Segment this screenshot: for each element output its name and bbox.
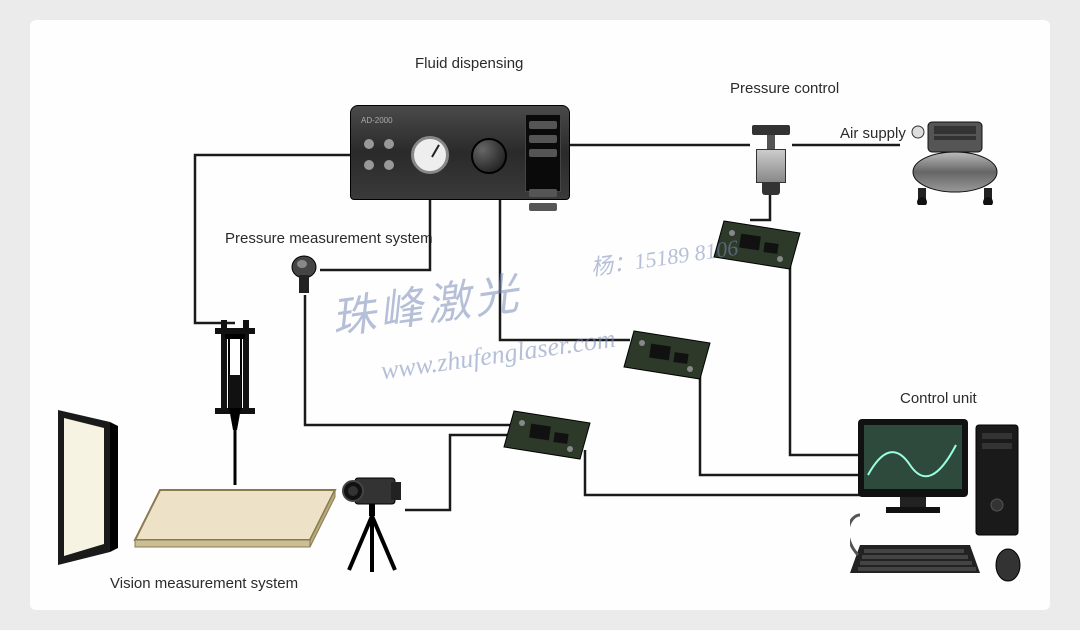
backlight-screen (50, 410, 120, 570)
control-pc (850, 415, 1030, 585)
watermark-brand: 珠峰激光 (326, 257, 525, 347)
label-pressure-measurement: Pressure measurement system (225, 230, 433, 247)
fluid-dispenser: AD-2000 (350, 105, 570, 200)
pcb-board-2 (620, 325, 715, 385)
label-air-supply: Air supply (840, 125, 906, 142)
pressure-sensor (290, 255, 318, 295)
substrate-plate (130, 485, 340, 550)
pressure-control-valve (750, 125, 792, 185)
camera (335, 470, 405, 575)
pcb-board-3 (500, 405, 595, 465)
air-compressor (900, 120, 1010, 205)
diagram-canvas: Fluid dispensing Pressure control Air su… (30, 20, 1050, 610)
syringe-dispenser (215, 320, 255, 495)
label-vision-measurement: Vision measurement system (110, 575, 298, 592)
label-fluid-dispensing: Fluid dispensing (415, 55, 523, 72)
label-control-unit: Control unit (900, 390, 977, 407)
label-pressure-control: Pressure control (730, 80, 839, 97)
